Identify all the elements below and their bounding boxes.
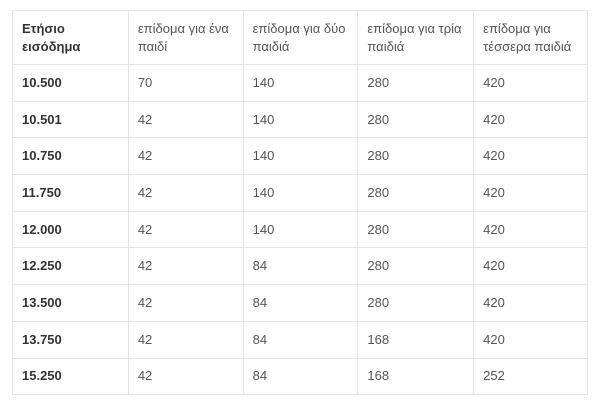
allowance-cell: 42 [127,174,244,212]
allowance-cell: 420 [473,174,588,212]
column-header: επίδομα για ένα παιδί [127,10,244,65]
income-cell: 10.750 [12,137,129,176]
income-cell: 10.501 [12,100,129,139]
allowance-table: Ετήσιο εισόδημα επίδομα για ένα παιδί επίδ… [12,10,588,396]
allowance-cell: 70 [127,64,244,102]
allowance-cell: 42 [127,100,244,139]
table-row: 11.750 42 140 280 420 [12,174,588,212]
allowance-cell: 252 [473,357,588,396]
allowance-cell: 140 [242,100,359,139]
column-header: επίδομα για τρία παιδιά [357,10,475,65]
income-cell: 13.750 [12,320,129,359]
income-cell: 15.250 [12,357,129,396]
allowance-cell: 42 [127,247,244,286]
allowance-cell: 280 [357,284,475,322]
allowance-cell: 140 [242,210,359,249]
income-cell: 11.750 [12,174,129,212]
allowance-cell: 140 [242,137,359,176]
allowance-cell: 42 [127,357,244,396]
allowance-cell: 42 [127,284,244,322]
income-cell: 12.000 [12,210,129,249]
allowance-cell: 42 [127,210,244,249]
allowance-cell: 280 [357,210,475,249]
allowance-cell: 280 [357,247,475,286]
table-row: 10.750 42 140 280 420 [12,137,588,176]
table-row: 13.500 42 84 280 420 [12,284,588,322]
allowance-cell: 280 [357,100,475,139]
allowance-cell: 140 [242,174,359,212]
allowance-cell: 42 [127,137,244,176]
column-header: επίδομα για δύο παιδιά [242,10,359,65]
income-cell: 13.500 [12,284,129,322]
table-row: 10.500 70 140 280 420 [12,64,588,102]
header-row: Ετήσιο εισόδημα επίδομα για ένα παιδί επίδ… [12,10,588,65]
allowance-cell: 168 [357,357,475,396]
allowance-cell: 168 [357,320,475,359]
allowance-cell: 280 [357,64,475,102]
column-header: επίδομα για τέσσερα παιδιά [473,10,588,65]
allowance-cell: 420 [473,247,588,286]
table-row: 15.250 42 84 168 252 [12,357,588,396]
allowance-cell: 420 [473,284,588,322]
table-row: 10.501 42 140 280 420 [12,100,588,139]
table-row: 13.750 42 84 168 420 [12,320,588,359]
table-row: 12.000 42 140 280 420 [12,210,588,249]
allowance-cell: 140 [242,64,359,102]
allowance-cell: 280 [357,137,475,176]
allowance-cell: 420 [473,137,588,176]
income-cell: 10.500 [12,64,129,102]
allowance-cell: 84 [242,247,359,286]
allowance-cell: 420 [473,320,588,359]
allowance-cell: 420 [473,64,588,102]
table-row: 12.250 42 84 280 420 [12,247,588,286]
allowance-cell: 84 [242,284,359,322]
column-header: Ετήσιο εισόδημα [12,10,129,65]
allowance-cell: 84 [242,357,359,396]
allowance-cell: 420 [473,100,588,139]
income-cell: 12.250 [12,247,129,286]
allowance-cell: 280 [357,174,475,212]
allowance-cell: 42 [127,320,244,359]
allowance-cell: 420 [473,210,588,249]
allowance-cell: 84 [242,320,359,359]
